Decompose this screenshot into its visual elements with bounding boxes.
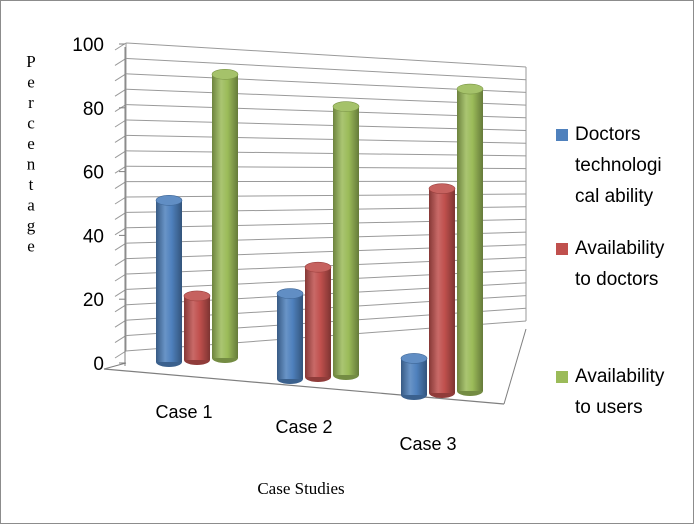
grid-line-side [115, 289, 126, 296]
grid-line [126, 43, 526, 67]
legend-label: Availability [575, 238, 665, 259]
bar-body [429, 189, 455, 393]
y-tick-label: 20 [83, 290, 104, 311]
y-axis-label-letter: n [27, 155, 36, 174]
bar-top [156, 195, 182, 205]
legend-label: Availability [575, 366, 665, 387]
bar-top [184, 291, 210, 301]
grid-line-side [115, 274, 126, 281]
bar-2-0 [212, 69, 238, 363]
floor-left-edge [104, 363, 126, 369]
bar-body [333, 107, 359, 375]
grid-line-side [115, 135, 126, 142]
y-axis-label-letter: t [29, 175, 34, 194]
grid-line-side [115, 197, 126, 204]
x-tick-label: Case 1 [155, 402, 212, 422]
grid-line-side [115, 259, 126, 266]
y-axis-label-letter: e [27, 134, 35, 153]
grid-line-side [115, 166, 126, 173]
y-tick-label: 40 [83, 226, 104, 247]
grid-line-side [115, 336, 126, 343]
floor-side-edge [504, 329, 526, 404]
y-tick-label: 80 [83, 99, 104, 120]
legend-label: to users [575, 397, 643, 418]
bar-1-0 [184, 291, 210, 365]
bar-body [277, 294, 303, 379]
legend-swatch [556, 129, 568, 141]
legend-swatch [556, 243, 568, 255]
x-axis-title: Case Studies [257, 479, 344, 498]
legend-label: to doctors [575, 269, 658, 290]
grid-line-side [115, 182, 126, 189]
bar-0-2 [401, 353, 427, 400]
x-tick-label: Case 2 [275, 417, 332, 437]
y-axis-label-letter: g [27, 216, 36, 235]
bar-top [401, 353, 427, 363]
bar-0-1 [277, 289, 303, 384]
y-tick-label: 100 [72, 35, 104, 56]
bar-top [429, 184, 455, 194]
y-tick-label: 60 [83, 163, 104, 184]
y-tick-label: 0 [93, 354, 104, 375]
bar-top [277, 289, 303, 299]
y-axis-label-letter: r [28, 93, 34, 112]
grid-line-side [115, 151, 126, 158]
bar-top [305, 262, 331, 272]
bar-2-1 [333, 102, 359, 380]
grid-line-side [115, 74, 126, 81]
bar-body [401, 358, 427, 395]
grid-line-side [115, 320, 126, 327]
bar-1-2 [429, 184, 455, 398]
y-axis-label-letter: P [26, 52, 35, 71]
bar-1-1 [305, 262, 331, 382]
bar-body [305, 267, 331, 377]
bar-top [212, 69, 238, 79]
grid-line-side [115, 120, 126, 127]
legend-label: cal ability [575, 186, 654, 207]
bar-2-2 [457, 84, 483, 396]
grid-line-side [115, 212, 126, 219]
y-axis-label-letter: e [27, 237, 35, 256]
bar-body [184, 296, 210, 360]
bar-body [457, 89, 483, 391]
x-tick-label: Case 3 [399, 434, 456, 454]
legend-swatch [556, 371, 568, 383]
grid-line-side [115, 243, 126, 250]
legend-label: Doctors [575, 124, 640, 145]
y-axis-label-letter: a [27, 196, 35, 215]
grid-line-side [115, 58, 126, 65]
bar-top [457, 84, 483, 94]
bar-body [212, 74, 238, 358]
grid-line-side [115, 305, 126, 312]
bar-top [333, 102, 359, 112]
y-axis-label-letter: e [27, 73, 35, 92]
grid-line-side [115, 228, 126, 235]
bar-0-0 [156, 195, 182, 367]
legend-label: technologi [575, 155, 662, 176]
grid-line-side [115, 351, 126, 358]
grid-line-side [115, 89, 126, 96]
y-axis-label-letter: c [27, 114, 35, 133]
bar-body [156, 200, 182, 362]
